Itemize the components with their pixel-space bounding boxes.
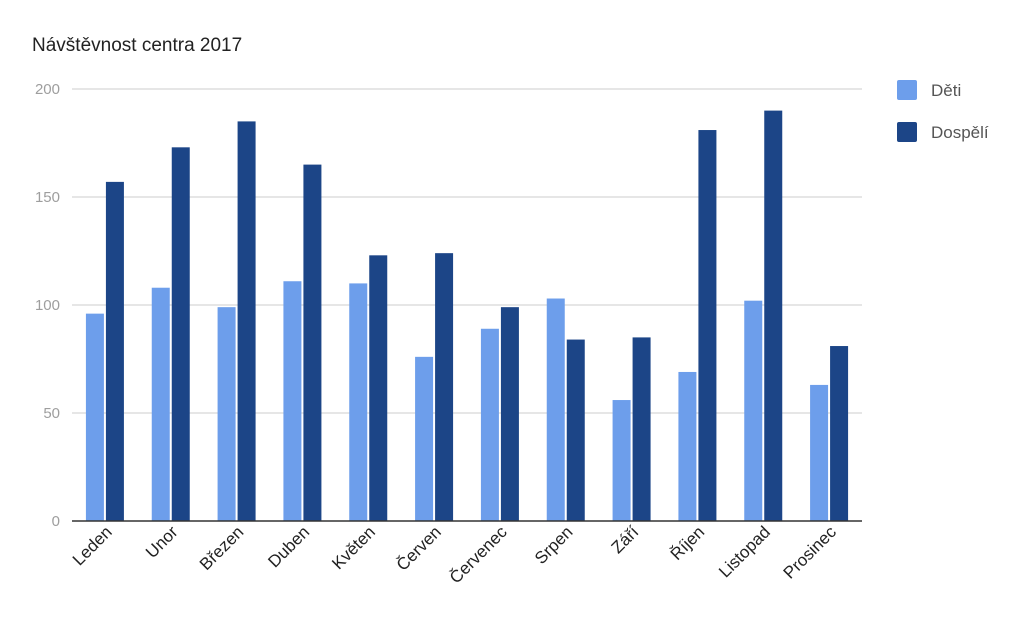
bar	[678, 371, 697, 521]
bar	[369, 255, 388, 521]
x-tick-label: Červenec	[446, 522, 511, 587]
bar	[217, 307, 236, 521]
bar	[566, 339, 585, 521]
x-tick-label: Srpen	[531, 522, 577, 568]
x-tick-label: Prosinec	[780, 522, 841, 583]
legend-label: Děti	[931, 81, 961, 100]
bar	[612, 400, 631, 521]
x-tick-label: Květen	[328, 522, 379, 573]
bar	[283, 281, 302, 521]
chart-title: Návštěvnost centra 2017	[32, 35, 243, 56]
bar	[105, 181, 124, 521]
bar	[764, 110, 783, 521]
x-tick-label: Leden	[69, 522, 116, 569]
bar	[830, 346, 849, 521]
bar	[546, 298, 565, 521]
legend-swatch	[897, 80, 917, 100]
y-tick-label: 50	[43, 405, 60, 422]
x-tick-label: Listopad	[715, 522, 774, 581]
x-tick-label: Říjen	[667, 522, 708, 563]
bar	[151, 287, 170, 521]
bar	[435, 253, 454, 521]
y-tick-label: 100	[35, 297, 60, 314]
bar	[171, 147, 190, 521]
bar	[85, 313, 104, 521]
bar	[698, 130, 717, 522]
x-tick-label: Září	[608, 522, 643, 557]
legend-label: Dospělí	[931, 123, 989, 142]
bar	[415, 356, 434, 521]
bar	[303, 164, 322, 521]
x-tick-label: Unor	[142, 522, 182, 562]
x-tick-label: Duben	[264, 522, 313, 571]
y-tick-label: 0	[52, 513, 60, 530]
bar	[744, 300, 763, 521]
bar	[237, 121, 256, 522]
bar	[500, 307, 519, 521]
bar	[349, 283, 368, 521]
bar	[810, 384, 829, 521]
bar	[480, 328, 499, 521]
bar	[632, 337, 651, 521]
y-tick-label: 150	[35, 189, 60, 206]
legend-swatch	[897, 122, 917, 142]
x-tick-label: Červen	[393, 522, 445, 574]
x-tick-label: Březen	[196, 522, 248, 574]
y-tick-label: 200	[35, 81, 60, 98]
